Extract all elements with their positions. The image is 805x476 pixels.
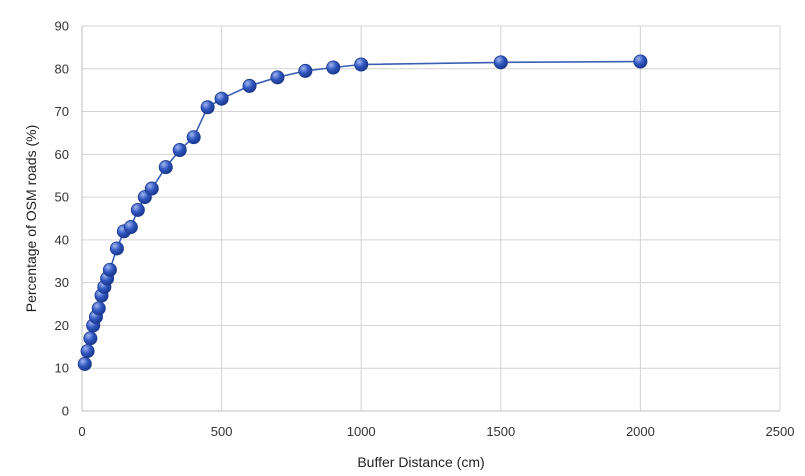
y-tick-labels: 0 10 20 30 40 50 60 70 80 90 [55, 19, 69, 419]
x-axis-title: Buffer Distance (cm) [357, 454, 484, 470]
y-tick-label-80: 80 [55, 61, 69, 76]
x-tick-label-2500: 2500 [766, 424, 795, 439]
y-axis-title: Percentage of OSM roads (%) [23, 125, 39, 313]
data-point [186, 130, 201, 145]
data-point [158, 160, 173, 175]
y-tick-label-90: 90 [55, 19, 69, 34]
data-point [270, 70, 285, 85]
data-point [172, 143, 187, 158]
data-point [102, 262, 117, 277]
x-tick-label-0: 0 [78, 424, 85, 439]
x-tick-label-500: 500 [211, 424, 233, 439]
data-point [493, 55, 508, 70]
data-point [123, 220, 138, 235]
data-point [130, 202, 145, 217]
x-tick-label-1000: 1000 [347, 424, 376, 439]
data-point [80, 344, 95, 359]
series-markers [77, 54, 648, 371]
axes [81, 26, 780, 412]
y-tick-label-50: 50 [55, 190, 69, 205]
series-line-group [84, 60, 641, 365]
data-point [298, 63, 313, 78]
data-point [109, 241, 124, 256]
data-point [91, 301, 106, 316]
y-tick-label-60: 60 [55, 147, 69, 162]
y-tick-label-10: 10 [55, 361, 69, 376]
data-point [242, 78, 257, 93]
data-point [77, 356, 92, 371]
data-point [326, 60, 341, 75]
data-point [633, 54, 648, 69]
grid [82, 25, 781, 411]
y-tick-label-70: 70 [55, 104, 69, 119]
y-tick-label-40: 40 [55, 232, 69, 247]
series-line [84, 60, 641, 365]
y-tick-label-30: 30 [55, 275, 69, 290]
data-point [83, 331, 98, 346]
x-tick-labels: 0 500 1000 1500 2000 2500 [78, 424, 794, 439]
x-tick-label-1500: 1500 [486, 424, 515, 439]
y-tick-label-20: 20 [55, 318, 69, 333]
data-point [354, 57, 369, 72]
data-point [214, 91, 229, 106]
x-tick-label-2000: 2000 [626, 424, 655, 439]
data-point [200, 100, 215, 115]
y-tick-label-0: 0 [62, 404, 69, 419]
data-point [144, 181, 159, 196]
